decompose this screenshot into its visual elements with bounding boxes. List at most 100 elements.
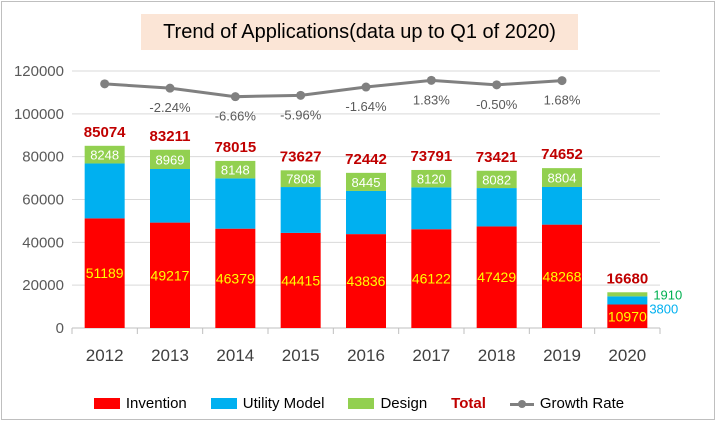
y-tick-label: 60000 <box>22 192 64 209</box>
bar-utility-model <box>84 163 125 219</box>
bar-utility-model <box>476 188 517 227</box>
bar-design <box>607 292 648 297</box>
bar-utility-model <box>215 178 256 229</box>
total-value-label: 73627 <box>280 148 322 165</box>
invention-value-label: 44415 <box>281 272 320 288</box>
bar-utility-model <box>346 190 386 235</box>
growth-rate-point <box>557 76 567 86</box>
bar-invention <box>150 222 190 328</box>
bar-invention <box>476 226 517 328</box>
bar-design <box>542 168 582 187</box>
legend-item-total: Total <box>451 395 486 412</box>
bar-utility-model <box>607 296 648 305</box>
chart-plot: 0 20000 40000 60000 80000 100000 120000 2012 201… <box>14 63 682 365</box>
invention-value-label: 10970 <box>608 308 647 324</box>
growth-rate-point <box>165 83 175 93</box>
x-tick-label: 2019 <box>543 346 581 365</box>
bar-utility-model <box>150 168 190 223</box>
growth-rate-line <box>104 78 563 99</box>
design-value-label: 8804 <box>548 171 577 186</box>
legend-swatch-invention <box>93 397 120 409</box>
bar-invention <box>411 229 452 328</box>
bar-design <box>150 149 190 169</box>
bar-utility-model <box>280 187 321 233</box>
design-value-label: 8248 <box>90 148 119 163</box>
y-tick-label: 40000 <box>22 234 64 251</box>
growth-rate-point <box>492 80 502 90</box>
x-tick-label: 2014 <box>216 346 254 365</box>
growth-rate-point <box>296 90 306 100</box>
invention-value-label: 48268 <box>543 268 582 284</box>
y-tick-label: 20000 <box>22 277 64 294</box>
design-value-label: 8120 <box>417 172 446 187</box>
growth-rate-label: -2.24% <box>149 100 191 115</box>
design-value-label: 8969 <box>156 152 185 167</box>
bar-design <box>476 170 517 189</box>
design-value-label: 7808 <box>286 172 315 187</box>
total-value-label: 74652 <box>541 146 583 163</box>
chart-legend: Invention Utility Model Design Total Gro… <box>0 392 718 414</box>
design-value-label: 8148 <box>221 163 250 178</box>
total-value-label: 85074 <box>84 124 126 141</box>
legend-swatch-design <box>348 397 375 409</box>
x-tick-label: 2017 <box>412 346 450 365</box>
design-value-label: 8445 <box>352 175 381 190</box>
bar-invention <box>280 232 321 328</box>
total-value-label: 73791 <box>410 148 452 165</box>
total-value-label: 83211 <box>150 128 191 145</box>
growth-rate-label: -1.64% <box>345 99 387 114</box>
design-value-label: 8082 <box>482 172 511 187</box>
x-tick-label: 2020 <box>608 346 646 365</box>
total-value-label: 16680 <box>606 270 648 287</box>
y-tick-label: 100000 <box>14 106 64 123</box>
bar-invention <box>542 224 582 328</box>
bar-utility-model <box>542 186 582 225</box>
growth-rate-label: 1.68% <box>544 93 581 108</box>
bar-design <box>84 145 125 164</box>
x-tick-label: 2012 <box>86 346 124 365</box>
legend-label-invention: Invention <box>125 394 187 412</box>
y-tick-label: 80000 <box>22 149 64 166</box>
legend-item-utility-model: Utility Model <box>210 394 325 412</box>
bar-invention <box>607 304 648 328</box>
legend-line-growth-rate <box>509 398 534 409</box>
growth-rate-point <box>100 79 110 89</box>
growth-rate-label: -5.96% <box>280 107 322 122</box>
design-value-label: 1910 <box>653 287 682 302</box>
legend-label-total: Total <box>451 394 486 412</box>
bar-utility-model <box>411 187 452 230</box>
growth-rate-label: -0.50% <box>476 97 518 112</box>
invention-value-label: 43836 <box>347 273 386 289</box>
invention-value-label: 46379 <box>216 270 255 286</box>
y-tick-label: 120000 <box>14 63 64 80</box>
bar-invention <box>346 234 386 328</box>
legend-item-growth-rate: Growth Rate <box>509 394 625 412</box>
invention-value-label: 46122 <box>412 271 451 287</box>
legend-label-design: Design <box>380 394 428 412</box>
total-value-label: 72442 <box>345 151 387 168</box>
bar-design <box>411 169 452 188</box>
bar-design <box>280 170 321 188</box>
growth-rate-label: -6.66% <box>215 109 257 124</box>
total-value-label: 78015 <box>214 139 256 156</box>
growth-rate-point <box>230 92 240 102</box>
x-tick-label: 2015 <box>282 346 320 365</box>
legend-label-utility-model: Utility Model <box>242 394 325 412</box>
chart-title: Trend of Applications(data up to Q1 of 2… <box>141 14 578 50</box>
y-tick-label: 0 <box>56 320 64 337</box>
invention-value-label: 47429 <box>477 269 516 285</box>
bar-invention <box>84 218 125 328</box>
growth-rate-point <box>361 82 371 92</box>
legend-item-design: Design <box>348 395 427 412</box>
x-tick-label: 2013 <box>151 346 189 365</box>
bar-invention <box>215 228 256 328</box>
invention-value-label: 51189 <box>86 265 124 281</box>
utility-model-value-label: 3800 <box>649 301 678 316</box>
x-tick-label: 2016 <box>347 346 385 365</box>
legend-item-invention: Invention <box>93 394 187 412</box>
bar-design <box>346 172 386 191</box>
x-tick-label: 2018 <box>478 346 516 365</box>
legend-label-growth-rate: Growth Rate <box>539 394 625 412</box>
growth-rate-point <box>426 75 436 85</box>
invention-value-label: 49217 <box>151 267 190 283</box>
